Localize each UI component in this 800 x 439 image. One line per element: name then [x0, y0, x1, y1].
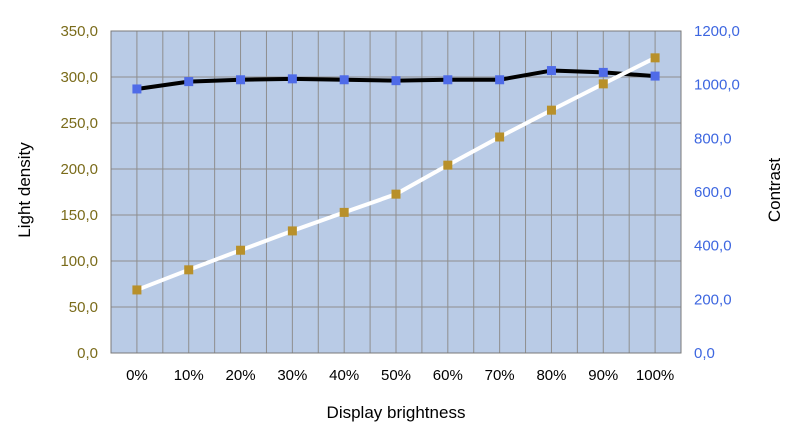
x-axis-tick-label: 60% [433, 367, 463, 384]
x-axis-tick-label: 0% [126, 367, 148, 384]
x-axis-ticks: 0% 10% 20% 30% 40% 50% 60% 70% 80% 90% 100% [126, 367, 674, 384]
right-axis-tick-label: 0,0 [694, 345, 715, 362]
right-axis-tick-label: 200,0 [694, 291, 732, 308]
x-axis-tick-label: 50% [381, 367, 411, 384]
x-axis-tick-label: 20% [226, 367, 256, 384]
series-1-point [132, 84, 142, 94]
series-1-point [598, 67, 608, 77]
series-1-point [443, 75, 453, 85]
series-1-point [287, 74, 297, 84]
series-1-point [339, 75, 349, 85]
left-axis-ticks: 0,0 50,0 100,0 150,0 200,0 250,0 300,0 350,0 [60, 23, 98, 362]
x-axis-tick-label: 10% [174, 367, 204, 384]
left-axis-tick-label: 200,0 [60, 161, 98, 178]
series-2-point [650, 53, 660, 63]
right-axis-ticks: 0,0 200,0 400,0 600,0 800,0 1000,0 1200,0 [694, 23, 740, 362]
right-axis-title: Contrast [765, 158, 784, 223]
series-1-point [495, 75, 505, 85]
series-2-point [287, 226, 297, 236]
series-2-point [443, 160, 453, 170]
series-2-point [495, 132, 505, 142]
left-axis-tick-label: 150,0 [60, 207, 98, 224]
left-axis-tick-label: 100,0 [60, 253, 98, 270]
series-1-point [236, 75, 246, 85]
right-axis-tick-label: 800,0 [694, 130, 732, 147]
series-2-point [391, 189, 401, 199]
series-2-point [339, 207, 349, 217]
right-axis-tick-label: 1000,0 [694, 77, 740, 94]
right-axis-tick-label: 1200,0 [694, 23, 740, 40]
x-axis-tick-label: 90% [588, 367, 618, 384]
series-2-point [598, 79, 608, 89]
plot-border [110, 30, 682, 354]
left-axis-tick-label: 350,0 [60, 23, 98, 40]
x-axis-title: Display brightness [327, 403, 466, 422]
left-axis-tick-label: 300,0 [60, 69, 98, 86]
series-layer [132, 53, 660, 295]
right-axis-tick-label: 400,0 [694, 238, 732, 255]
x-axis-tick-label: 80% [536, 367, 566, 384]
series-2-point [132, 285, 142, 295]
left-axis-tick-label: 0,0 [77, 345, 98, 362]
series-1-point [184, 77, 194, 87]
series-2-point [236, 245, 246, 255]
left-axis-title: Light density [15, 142, 34, 238]
series-1-point [650, 71, 660, 81]
series-2-point [546, 105, 556, 115]
x-axis-tick-label: 100% [636, 367, 674, 384]
series-1 [132, 66, 660, 94]
left-axis-tick-label: 250,0 [60, 115, 98, 132]
series-1-point [391, 76, 401, 86]
x-axis-tick-label: 70% [485, 367, 515, 384]
right-axis-tick-label: 600,0 [694, 184, 732, 201]
series-2-point [184, 265, 194, 275]
series-2 [132, 53, 660, 295]
series-1-point [546, 66, 556, 76]
x-axis-tick-label: 30% [277, 367, 307, 384]
left-axis-tick-label: 50,0 [69, 299, 98, 316]
x-axis-tick-label: 40% [329, 367, 359, 384]
